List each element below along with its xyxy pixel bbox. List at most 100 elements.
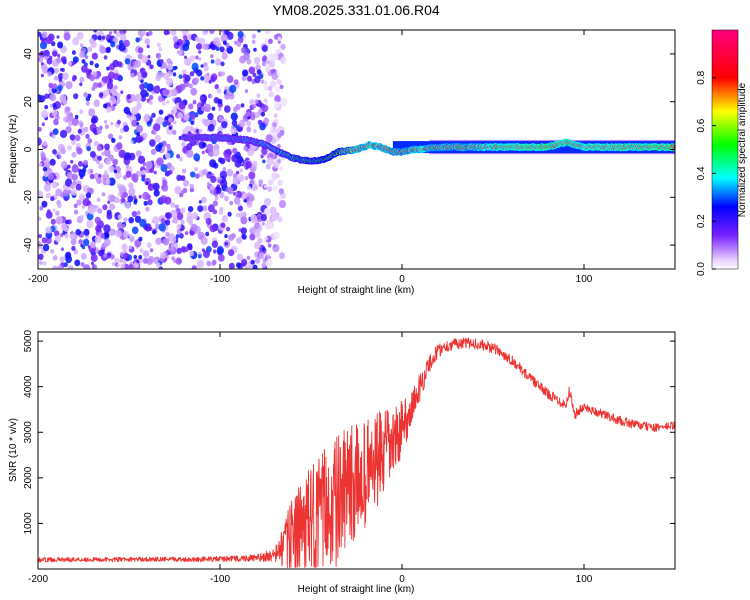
spectrogram-noise-blob — [195, 129, 200, 134]
spectrogram-noise-blob — [89, 38, 95, 45]
spectrogram-noise-blob — [246, 255, 251, 260]
spectrogram-noise-blob — [60, 147, 66, 155]
spectrogram-noise-blob — [78, 193, 85, 201]
spectrogram-noise-blob — [81, 59, 86, 64]
spectrogram-noise-blob — [155, 74, 161, 82]
spectrogram-noise-blob — [38, 216, 42, 221]
spectrogram-noise-blob — [269, 206, 277, 215]
spectrogram-noise-blob — [86, 220, 94, 229]
spectrogram-noise-blob — [273, 113, 278, 118]
spectrogram-noise-blob — [118, 43, 126, 52]
spectrogram-noise-blob — [156, 157, 164, 166]
spectrogram-noise-blob — [136, 125, 144, 134]
spectrogram-noise-blob — [135, 150, 142, 157]
spectrogram-noise-blob — [218, 107, 222, 112]
spectrogram-noise-blob — [89, 151, 96, 158]
spectrogram-noise-blob — [143, 115, 149, 123]
spectrogram-noise-blob — [51, 41, 56, 47]
spectrogram-noise-blob — [248, 171, 256, 180]
spectrogram-noise-blob — [176, 212, 184, 221]
spectrogram-noise-blob — [94, 235, 102, 244]
spectrogram-noise-blob — [264, 30, 271, 35]
spectrogram-noise-blob — [213, 249, 217, 254]
spectrogram-noise-blob — [200, 76, 205, 81]
spectrogram-noise-blob — [175, 234, 180, 239]
spectrogram-noise-blob — [107, 39, 111, 43]
spectrogram-noise-blob — [71, 189, 77, 196]
spectrogram-noise-blob — [104, 143, 110, 151]
spectrogram-noise-blob — [165, 212, 172, 220]
spectrogram-noise-blob — [224, 234, 228, 239]
spectrogram-noise-blob — [54, 235, 62, 243]
spectrogram-noise-blob — [260, 79, 265, 84]
spectrogram-noise-blob — [232, 147, 238, 154]
colorbar-frame — [711, 29, 739, 270]
spectrogram-noise-blob — [261, 262, 267, 269]
spectrogram-noise-blob — [241, 76, 246, 82]
spectrogram-noise-blob — [200, 64, 204, 68]
colorbar-tick-label: 0.2 — [696, 214, 707, 228]
spectrogram-noise-blob — [71, 173, 78, 181]
spectrogram-noise-blob — [106, 212, 113, 220]
spectrogram-noise-blob — [72, 56, 79, 63]
spectrogram-noise-blob — [181, 69, 187, 75]
spectrogram-noise-blob — [57, 41, 64, 49]
spectrogram-noise-blob — [128, 182, 134, 189]
snr-panel: -200 -100 0 100 1000 2000 3000 4000 5000 Height … — [8, 330, 676, 595]
snr-x-label: Height of straight line (km) — [298, 584, 415, 595]
spectrogram-noise-blob — [247, 185, 251, 190]
spectrogram-noise-blob — [252, 72, 257, 78]
spectrogram-noise-blob — [146, 257, 153, 266]
spectrogram-noise-blob — [212, 37, 221, 46]
spectrogram-noise-blob — [271, 72, 279, 81]
spectrogram-noise-blob — [114, 257, 120, 264]
spectrogram-noise-blob — [71, 151, 77, 158]
spectrogram-noise-blob — [149, 139, 156, 147]
spectrogram-noise-blob — [89, 173, 95, 180]
spectrogram-noise-blob — [41, 237, 47, 244]
spectrogram-noise-blob — [155, 262, 161, 268]
spectrogram-noise-blob — [53, 67, 60, 74]
spectrogram-noise-blob — [221, 71, 226, 77]
spectrogram-noise-blob — [268, 60, 276, 68]
spectrogram-noise-blob — [197, 254, 202, 259]
spectrogram-noise-blob — [71, 117, 79, 127]
spectrogram-noise-blob — [228, 262, 235, 269]
spectrogram-noise-blob — [231, 119, 238, 127]
spectrogram-noise-blob — [211, 190, 215, 195]
spectrogram-noise-blob — [240, 216, 248, 225]
spectrogram-noise-blob — [178, 74, 183, 79]
spectrogram-noise-blob — [226, 168, 234, 177]
spectrogram-noise-blob — [248, 66, 256, 75]
spectrogram-noise-blob — [131, 119, 138, 127]
spectrogram-noise-blob — [49, 103, 53, 108]
spectrogram-noise-blob — [38, 162, 43, 167]
spectrogram-noise-blob — [204, 77, 210, 84]
spectrogram-noise-blob — [250, 183, 258, 192]
spectrogram-noise-blob — [228, 234, 235, 242]
spectrogram-noise-blob — [190, 113, 196, 120]
spectrogram-noise-blob — [122, 175, 128, 180]
colorbar-gradient — [712, 30, 738, 269]
spectrogram-noise-blob — [97, 155, 102, 161]
spectrogram-noise-blob — [247, 76, 253, 82]
spectrogram-noise-blob — [44, 104, 49, 110]
spectrogram-noise-blob — [134, 239, 142, 248]
spectrogram-noise-blob — [97, 173, 102, 179]
spectrogram-ridge — [181, 133, 675, 165]
spectrogram-y-label: Frequency (Hz) — [8, 115, 19, 184]
spectrogram-noise-blob — [189, 71, 195, 77]
spectrogram-noise-blob — [64, 106, 71, 114]
spectrogram-noise-blob — [253, 56, 261, 65]
spectrogram-noise-blob — [139, 83, 145, 91]
spectrogram-noise-blob — [211, 259, 217, 266]
spectrogram-noise-blob — [254, 75, 261, 84]
spectrogram-noise-blob — [234, 159, 242, 168]
spectrogram-noise-blob — [187, 206, 194, 213]
spectrogram-noise-blob — [73, 93, 79, 100]
spectrogram-noise-blob — [202, 142, 207, 148]
spectrogram-noise-blob — [58, 77, 63, 83]
spectrogram-noise-blob — [106, 46, 111, 52]
spectrogram-noise-blob — [81, 167, 87, 173]
